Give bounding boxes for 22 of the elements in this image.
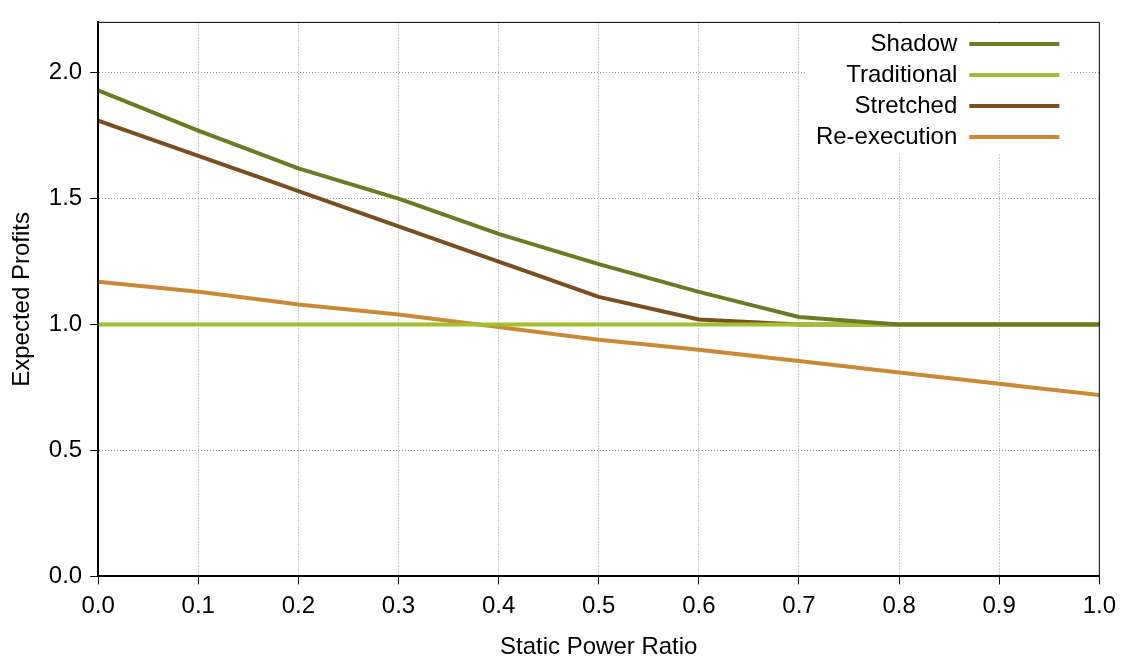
legend-label: Re-execution xyxy=(815,121,958,149)
x-tick-label: 0.5 xyxy=(582,591,616,619)
y-tick-label: 0.5 xyxy=(48,435,83,463)
x-tick-label: 0.7 xyxy=(782,591,816,619)
y-axis-title: Expected Profits xyxy=(7,212,35,387)
y-tick-label: 2.0 xyxy=(48,57,83,85)
legend-label: Stretched xyxy=(854,90,958,118)
x-tick-label: 0.4 xyxy=(481,591,516,619)
x-tick-label: 0.1 xyxy=(181,591,215,619)
x-tick-label: 0.3 xyxy=(381,591,416,619)
legend-label: Traditional xyxy=(846,59,958,87)
y-tick-label: 1.0 xyxy=(48,309,83,337)
x-tick-label: 0.9 xyxy=(982,591,1016,619)
legend-label: Shadow xyxy=(870,28,958,56)
x-tick-label: 1.0 xyxy=(1082,591,1117,619)
x-tick-label: 0.2 xyxy=(281,591,316,619)
x-tick-label: 0.0 xyxy=(81,591,115,619)
x-axis-title: Static Power Ratio xyxy=(500,632,698,660)
x-tick-label: 0.8 xyxy=(882,591,916,619)
y-tick-label: 0.0 xyxy=(48,561,83,589)
x-tick-label: 0.6 xyxy=(682,591,716,619)
y-tick-label: 1.5 xyxy=(48,183,83,211)
